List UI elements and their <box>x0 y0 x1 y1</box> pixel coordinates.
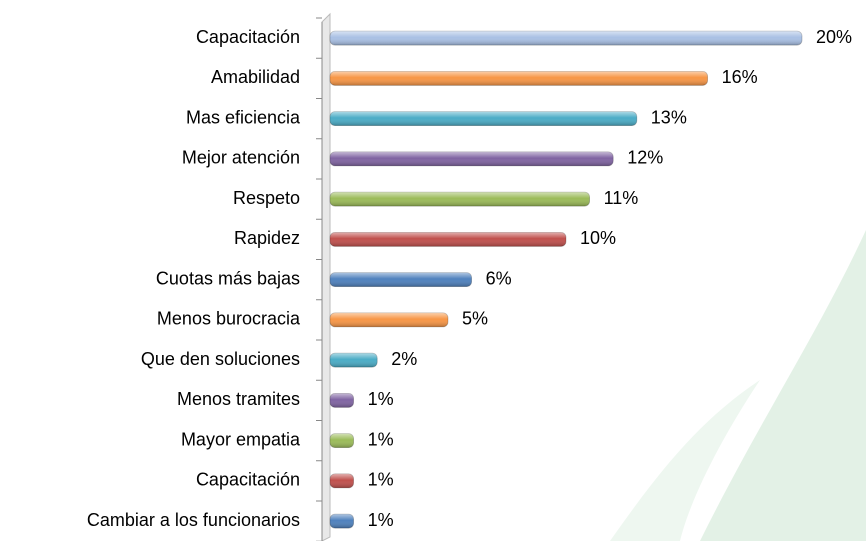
data-label: 12% <box>627 148 663 168</box>
bar-shade <box>330 192 590 207</box>
background-shape <box>610 380 760 541</box>
data-label: 1% <box>368 510 394 530</box>
data-label: 20% <box>816 27 852 47</box>
bar-group <box>329 352 378 368</box>
category-label: Menos burocracia <box>157 309 301 329</box>
bar-shade <box>330 473 354 488</box>
category-label: Mejor atención <box>182 148 300 168</box>
data-label: 11% <box>604 188 639 208</box>
bar-shade <box>330 111 637 126</box>
category-axis <box>316 12 331 541</box>
bar-group <box>329 473 355 489</box>
category-label: Rapidez <box>234 228 300 248</box>
bar-group <box>329 151 614 167</box>
category-label: Mas eficiencia <box>186 107 301 127</box>
bar-shade <box>330 71 708 86</box>
bar-group <box>329 191 591 207</box>
category-label: Respeto <box>233 188 300 208</box>
data-label: 1% <box>368 389 394 409</box>
bar-shade <box>330 312 448 327</box>
category-label: Mayor empatia <box>181 429 301 449</box>
data-label: 1% <box>368 429 394 449</box>
data-label: 2% <box>391 349 417 369</box>
category-label: Que den soluciones <box>141 349 300 369</box>
bar-shade <box>330 232 566 247</box>
data-label: 5% <box>462 309 488 329</box>
category-label: Menos tramites <box>177 389 300 409</box>
data-label: 13% <box>651 107 687 127</box>
bar-group <box>329 70 709 86</box>
data-label: 6% <box>486 268 512 288</box>
bar-shade <box>330 353 378 368</box>
bar-group <box>329 392 355 408</box>
bar-group <box>329 513 355 529</box>
bar-group <box>329 111 638 127</box>
category-label: Capacitación <box>196 470 300 490</box>
bar-shade <box>330 514 354 529</box>
bar-group <box>329 433 355 449</box>
bar-group <box>329 30 803 46</box>
bar-group <box>329 231 567 247</box>
data-label: 1% <box>368 470 394 490</box>
data-label: 10% <box>580 228 616 248</box>
category-label: Amabilidad <box>211 67 300 87</box>
bar-shade <box>330 272 472 287</box>
bar-group <box>329 272 473 288</box>
category-label: Cuotas más bajas <box>156 268 300 288</box>
category-label: Capacitación <box>196 27 300 47</box>
bar-group <box>329 312 449 328</box>
bar-shade <box>330 31 802 46</box>
background-shape <box>700 230 866 541</box>
bar-shade <box>330 393 354 408</box>
bar-shade <box>330 433 354 448</box>
category-label: Cambiar a los funcionarios <box>87 510 300 530</box>
bar-shade <box>330 151 614 166</box>
data-label: 16% <box>722 67 758 87</box>
